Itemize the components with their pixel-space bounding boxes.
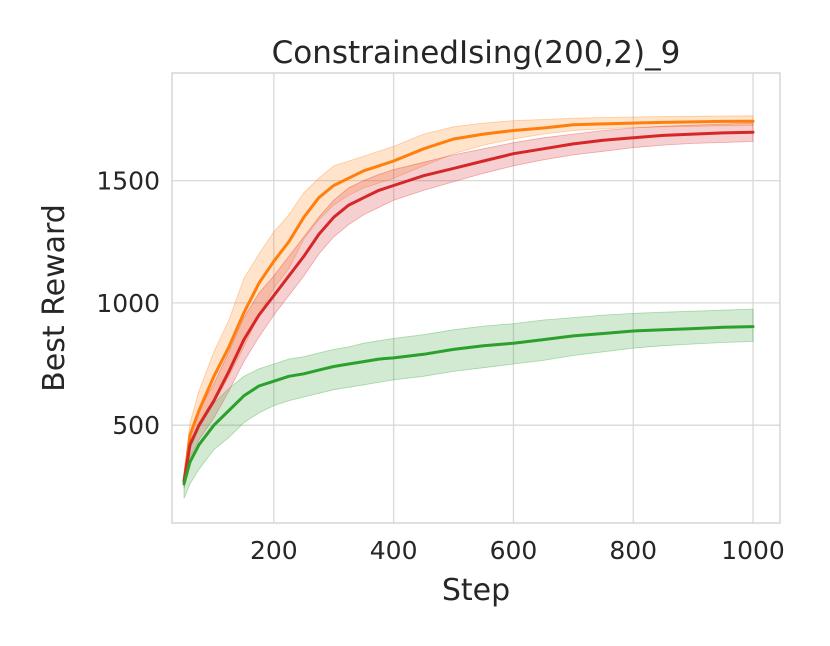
series-line-2 [182,130,755,483]
series-line-1 [182,119,755,483]
series-line-3 [182,325,755,486]
y-tick-label: 1500 [96,167,160,196]
y-tick-labels: 500 1000 1500 [96,167,160,441]
y-tick-label: 1000 [96,289,160,318]
series-band-3 [183,308,754,499]
series-lines [182,119,755,486]
y-tick-label: 500 [112,411,160,440]
series-band-2 [183,122,754,489]
x-tick-label: 600 [490,536,538,565]
x-axis-label: Step [442,573,510,608]
x-tick-label: 200 [250,536,298,565]
x-tick-label: 800 [609,536,657,565]
x-tick-label: 400 [370,536,418,565]
x-tick-label: 1000 [721,536,785,565]
chart-title: ConstrainedIsing(200,2)_9 [272,35,681,71]
plot-frame [171,72,781,524]
y-axis-label: Best Reward [37,204,72,392]
grid-lines [172,73,780,523]
confidence-bands [183,115,754,499]
x-tick-labels: 200 400 600 800 1000 [250,536,785,565]
series-band-1 [183,115,754,487]
